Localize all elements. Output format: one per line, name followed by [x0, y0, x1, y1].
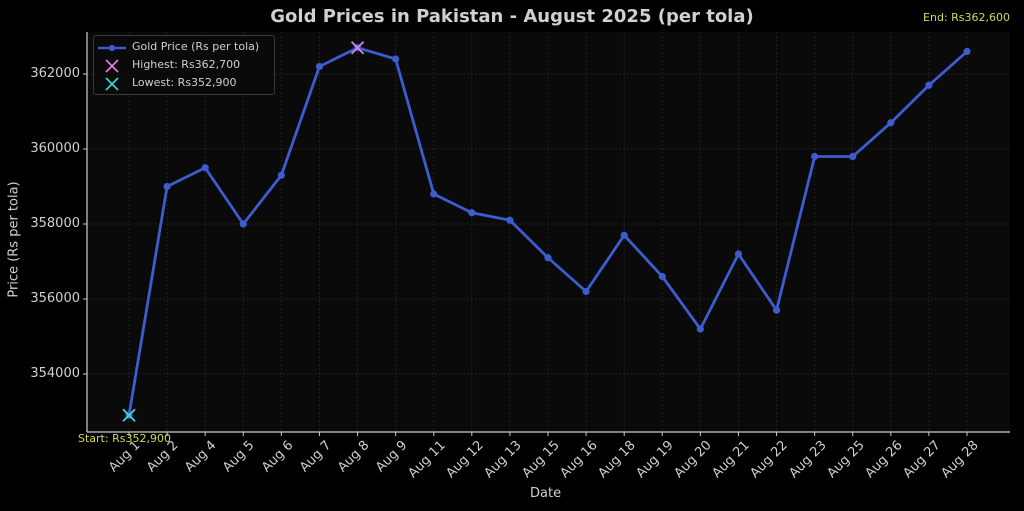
- y-tick-label: 362000: [30, 66, 80, 81]
- x-axis-label: Date: [530, 486, 562, 501]
- x-marker-icon: [105, 59, 119, 73]
- legend-item-lowest: Lowest: Rs352,900: [94, 74, 274, 92]
- chart-title: Gold Prices in Pakistan - August 2025 (p…: [270, 6, 754, 27]
- y-tick-label: 360000: [30, 141, 80, 156]
- legend-item-highest: Highest: Rs362,700: [94, 56, 274, 74]
- y-tick-label: 354000: [30, 366, 80, 381]
- start-annotation: Start: Rs352,900: [78, 432, 171, 445]
- legend-item-price: Gold Price (Rs per tola): [94, 38, 274, 56]
- y-tick-label: 356000: [30, 291, 80, 306]
- end-annotation: End: Rs362,600: [923, 11, 1010, 24]
- x-marker-icon: [105, 77, 119, 91]
- legend: Gold Price (Rs per tola) Highest: Rs362,…: [93, 35, 275, 95]
- y-axis-label: Price (Rs per tola): [6, 181, 22, 298]
- y-tick-label: 358000: [30, 216, 80, 231]
- line-marker-icon: [98, 44, 126, 52]
